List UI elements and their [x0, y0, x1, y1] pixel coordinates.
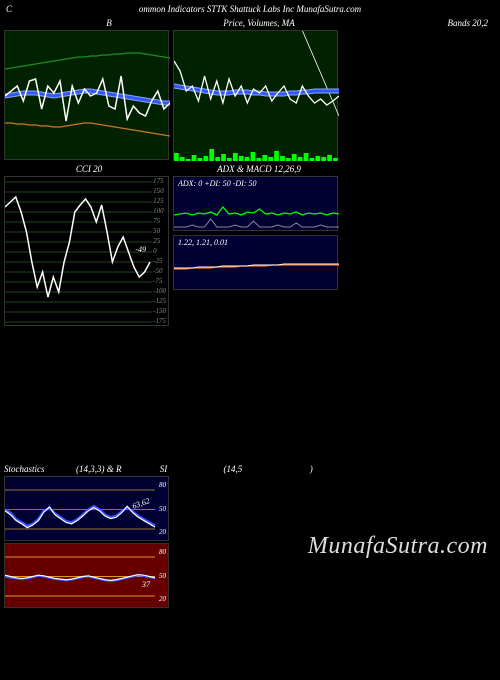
spacer — [0, 326, 500, 456]
row2-titles: CCI 20 ADX & MACD 12,26,9 — [0, 160, 500, 176]
macd-label: 1.22, 1.21, 0.01 — [178, 238, 228, 247]
adx-label: ADX: 0 +DI: 50 -DI: 50 — [178, 179, 257, 188]
row1-title-left: B — [4, 18, 174, 28]
watermark: MunafaSutra.com — [308, 533, 488, 560]
header-left: C — [6, 4, 12, 14]
header-title: ommon Indicators STTK Shattuck Labs Inc … — [139, 4, 361, 14]
adx-macd-column: ADX: 0 +DI: 50 -DI: 50 1.22, 1.21, 0.01 — [173, 176, 338, 326]
stoch-tick-labels: 805020 — [159, 481, 166, 536]
macd-chart: 1.22, 1.21, 0.01 — [173, 235, 338, 290]
rsi-svg — [5, 544, 170, 609]
stochastics-chart: 805020 63,62 — [4, 476, 169, 541]
price-volume-svg — [174, 31, 339, 161]
row1-title-right: Bands 20,2 — [344, 18, 496, 28]
rsi-tick-labels: 805020 — [159, 548, 166, 603]
adx-macd-title: ADX & MACD 12,26,9 — [174, 164, 344, 174]
stoch-rsi-title: Stochastics (14,3,3) & R SI (14,5 ) — [4, 464, 313, 474]
cci-chart: 1751501251007550250-25-50-75-100-125-150… — [4, 176, 169, 326]
chart-row-1 — [0, 30, 500, 160]
bollinger-svg — [5, 31, 170, 161]
cci-value: -49 — [135, 245, 146, 254]
cci-tick-labels: 1751501251007550250-25-50-75-100-125-150… — [153, 177, 166, 325]
chart-row-3: 805020 63,62 805020 37 — [0, 476, 173, 608]
cci-title: CCI 20 — [4, 164, 174, 174]
page-header: C ommon Indicators STTK Shattuck Labs In… — [0, 0, 500, 16]
bollinger-chart — [4, 30, 169, 160]
rsi-chart: 805020 37 — [4, 543, 169, 608]
rsi-value: 37 — [142, 580, 150, 589]
row1-titles: B Price, Volumes, MA Bands 20,2 — [0, 16, 500, 30]
stochastics-svg — [5, 477, 170, 542]
row1-title-mid: Price, Volumes, MA — [174, 18, 344, 28]
row3-title: Stochastics (14,3,3) & R SI (14,5 ) — [0, 456, 500, 476]
chart-row-2: 1751501251007550250-25-50-75-100-125-150… — [0, 176, 500, 326]
price-volume-chart — [173, 30, 338, 160]
adx-chart: ADX: 0 +DI: 50 -DI: 50 — [173, 176, 338, 231]
